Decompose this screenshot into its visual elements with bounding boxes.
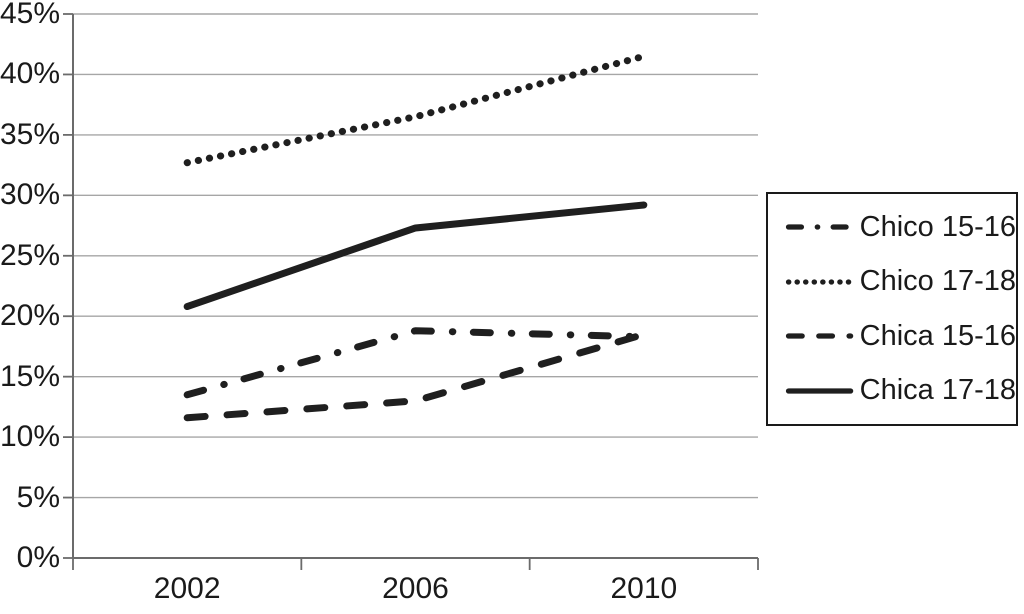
legend-line-sample-dashdot-icon: [785, 224, 854, 230]
y-axis-label: 15%: [0, 359, 61, 393]
series-line-chico-15-16: [183, 327, 648, 399]
legend-item-chico-17-18: Chico 17-18: [784, 265, 1016, 298]
legend-line-sample-solid-icon: [785, 388, 854, 394]
y-axis-label: 0%: [16, 541, 60, 574]
legend-line-sample-dashed-icon: [785, 333, 854, 339]
x-axis-label: 2010: [610, 572, 678, 605]
legend-item-chico-15-16: Chico 15-16: [784, 211, 1016, 244]
legend-line-sample-dotted-icon: [785, 279, 854, 285]
legend-label: Chica 17-18: [859, 374, 1016, 407]
legend-label: Chico 15-16: [859, 210, 1016, 243]
y-axis-label: 10%: [0, 420, 61, 454]
y-axis-label: 30%: [0, 178, 61, 212]
y-axis-label: 35%: [0, 117, 61, 151]
legend-label: Chica 15-16: [859, 319, 1016, 352]
legend-item-chica-15-16: Chica 15-16: [784, 320, 1016, 353]
series-line-chica-17-18: [183, 201, 648, 311]
legend-item-chica-17-18: Chica 17-18: [784, 374, 1016, 407]
series-line-chico-17-18: [183, 52, 648, 167]
y-axis-label: 20%: [0, 299, 61, 333]
y-axis-label: 40%: [0, 57, 61, 91]
y-axis-label: 25%: [0, 238, 61, 272]
x-axis-label: 2002: [153, 572, 221, 605]
legend-label: Chico 17-18: [859, 265, 1016, 298]
x-axis-label: 2006: [382, 572, 449, 605]
y-axis-label: 5%: [16, 480, 60, 514]
y-axis-label: 45%: [0, 0, 61, 30]
legend: Chico 15-16 Chico 17-18 Chica 15-16 Chic…: [766, 192, 1018, 426]
